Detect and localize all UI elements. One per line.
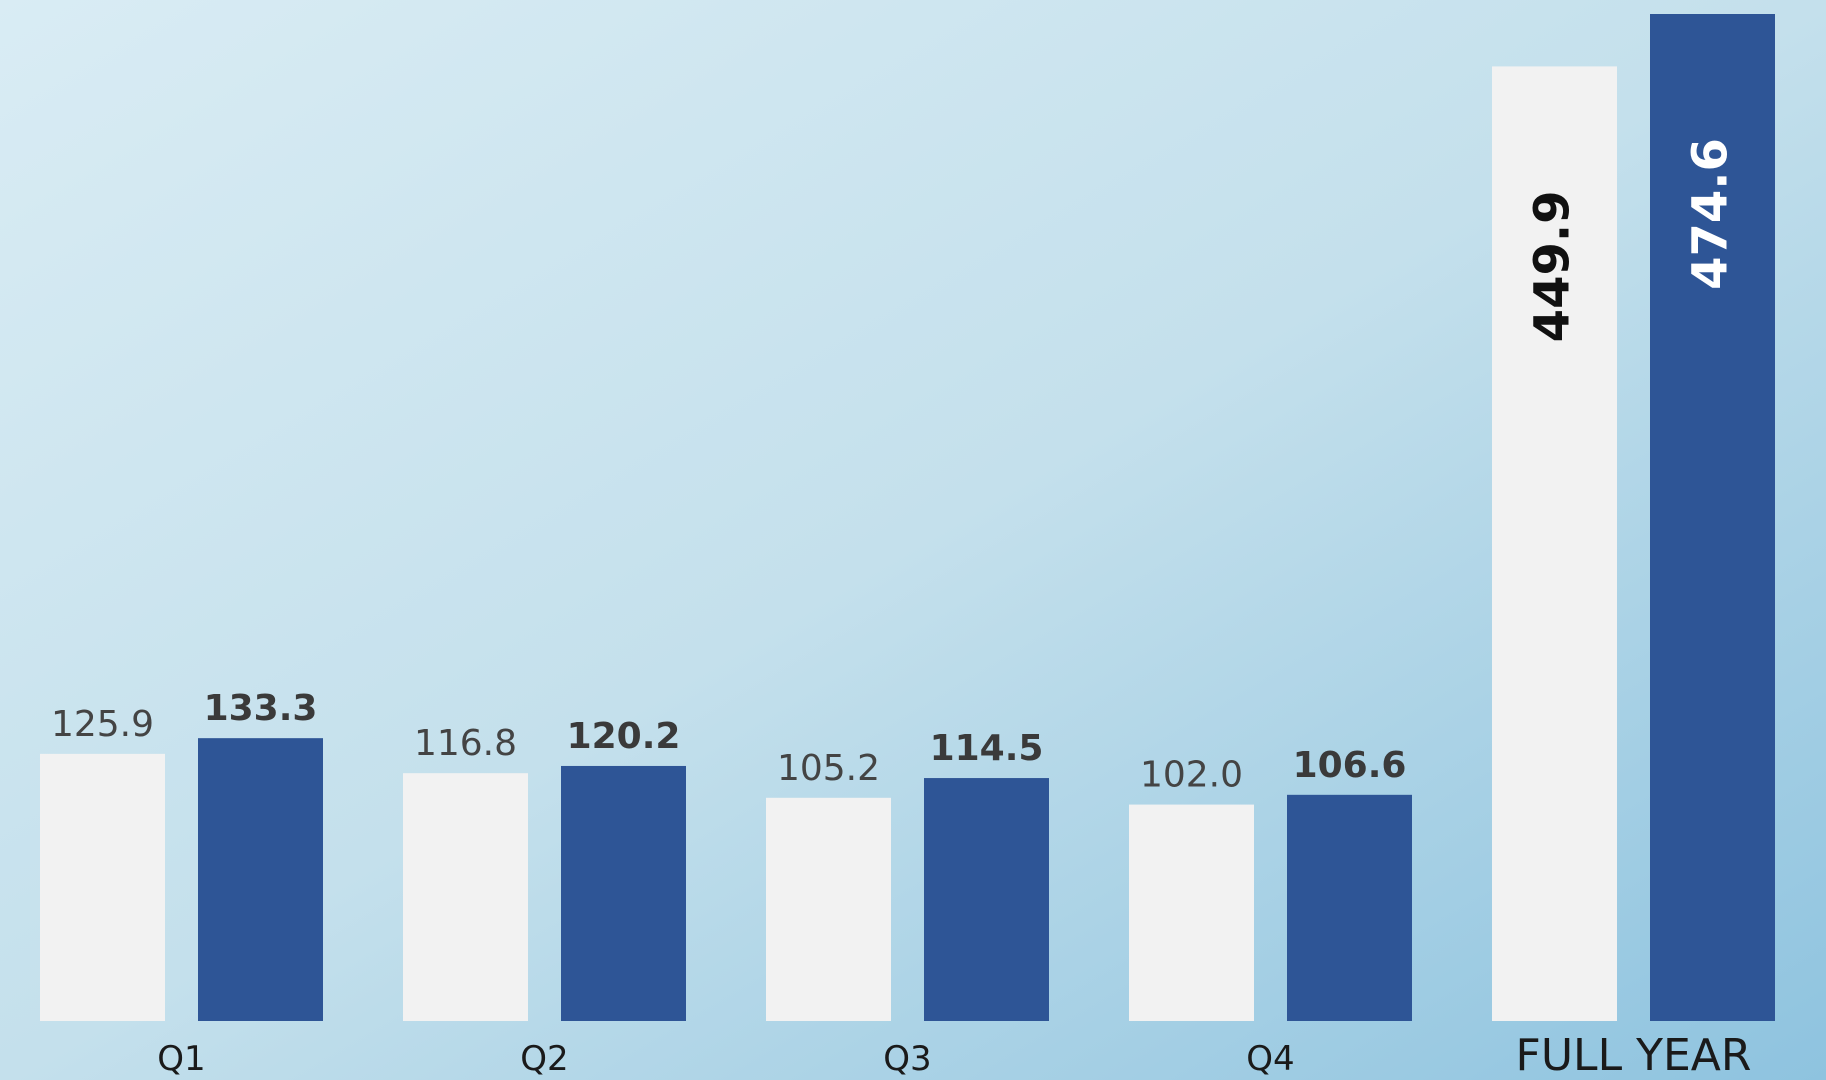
value-label: 133.3: [204, 688, 318, 729]
value-label: 120.2: [567, 716, 681, 757]
value-label: 106.6: [1293, 745, 1407, 786]
bar: [198, 738, 323, 1021]
value-label: 114.5: [930, 728, 1044, 769]
bar: [1287, 794, 1412, 1021]
bar: [924, 778, 1049, 1021]
value-label: 125.9: [51, 704, 154, 745]
value-label: 105.2: [777, 748, 880, 789]
x-tick-label: Q2: [520, 1039, 568, 1079]
bar: [561, 765, 686, 1021]
x-tick-label: Q4: [1246, 1039, 1294, 1079]
value-label: 116.8: [414, 723, 517, 764]
value-label: 449.9: [1525, 190, 1581, 342]
bar: [1492, 66, 1617, 1021]
x-tick-label: Q3: [883, 1039, 931, 1079]
bar: [403, 773, 528, 1021]
x-tick-label: FULL YEAR: [1516, 1030, 1752, 1080]
value-label: 474.6: [1683, 138, 1739, 290]
bar: [766, 797, 891, 1021]
value-label: 102.0: [1140, 755, 1243, 796]
bar: [1129, 804, 1254, 1021]
x-tick-label: Q1: [157, 1039, 205, 1079]
bar: [1650, 14, 1775, 1021]
bar: [40, 753, 165, 1021]
